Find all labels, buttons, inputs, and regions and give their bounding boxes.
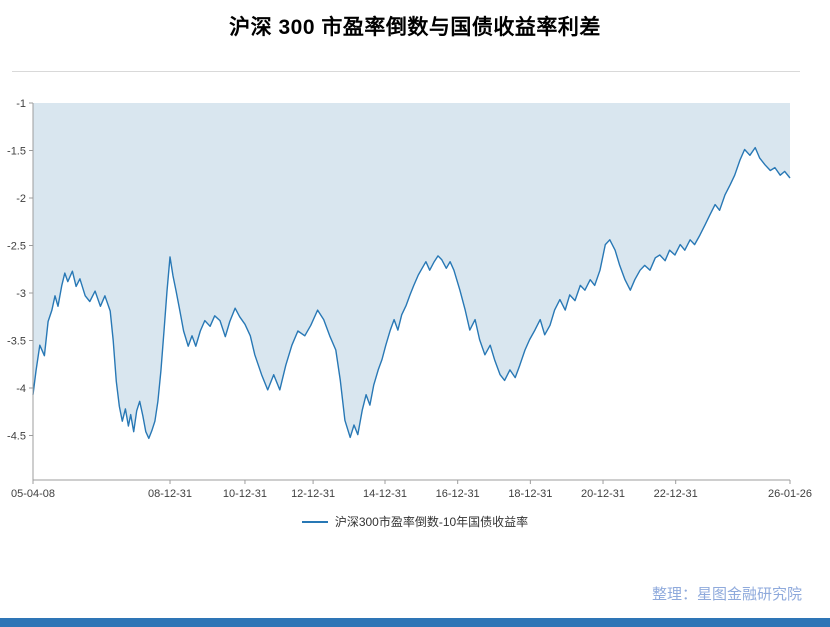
title-divider (12, 71, 800, 72)
x-tick-label: 18-12-31 (508, 488, 552, 500)
x-tick-label: 05-04-08 (11, 488, 55, 500)
area-fill (33, 103, 790, 439)
legend-label: 沪深300市盈率倒数-10年国债收益率 (334, 515, 529, 529)
y-tick-label: -3 (16, 288, 26, 300)
y-tick-label: -2 (16, 193, 26, 205)
spread-area-chart: -1 -1.5 -2 -2.5 -3 -3.5 -4 -4.5 05-04-08 08-12-31… (7, 98, 812, 500)
chart-title: 沪深 300 市盈率倒数与国债收益率利差 (229, 16, 601, 39)
legend: 沪深300市盈率倒数-10年国债收益率 (0, 513, 830, 530)
y-tick-label: -1.5 (7, 146, 26, 158)
x-tick-label: 10-12-31 (223, 488, 267, 500)
x-tick-label: 12-12-31 (291, 488, 335, 500)
x-tick-label: 08-12-31 (148, 488, 192, 500)
x-tick-label: 16-12-31 (436, 488, 480, 500)
footer-bar (0, 618, 830, 627)
x-tick-label: 26-01-26 (768, 488, 812, 500)
y-tick-label: -4.5 (7, 431, 26, 443)
series-line (32, 146, 791, 440)
y-tick-label: -1 (16, 98, 26, 110)
x-tick-label: 20-12-31 (581, 488, 625, 500)
legend-line-icon (301, 520, 328, 523)
source-credit: 整理：星图金融研究院 (651, 586, 802, 603)
y-tick-label: -2.5 (7, 241, 26, 253)
y-tick-label: -3.5 (7, 336, 26, 348)
y-tick-label: -4 (16, 383, 26, 395)
x-tick-label: 14-12-31 (363, 488, 407, 500)
x-tick-label: 22-12-31 (654, 488, 698, 500)
